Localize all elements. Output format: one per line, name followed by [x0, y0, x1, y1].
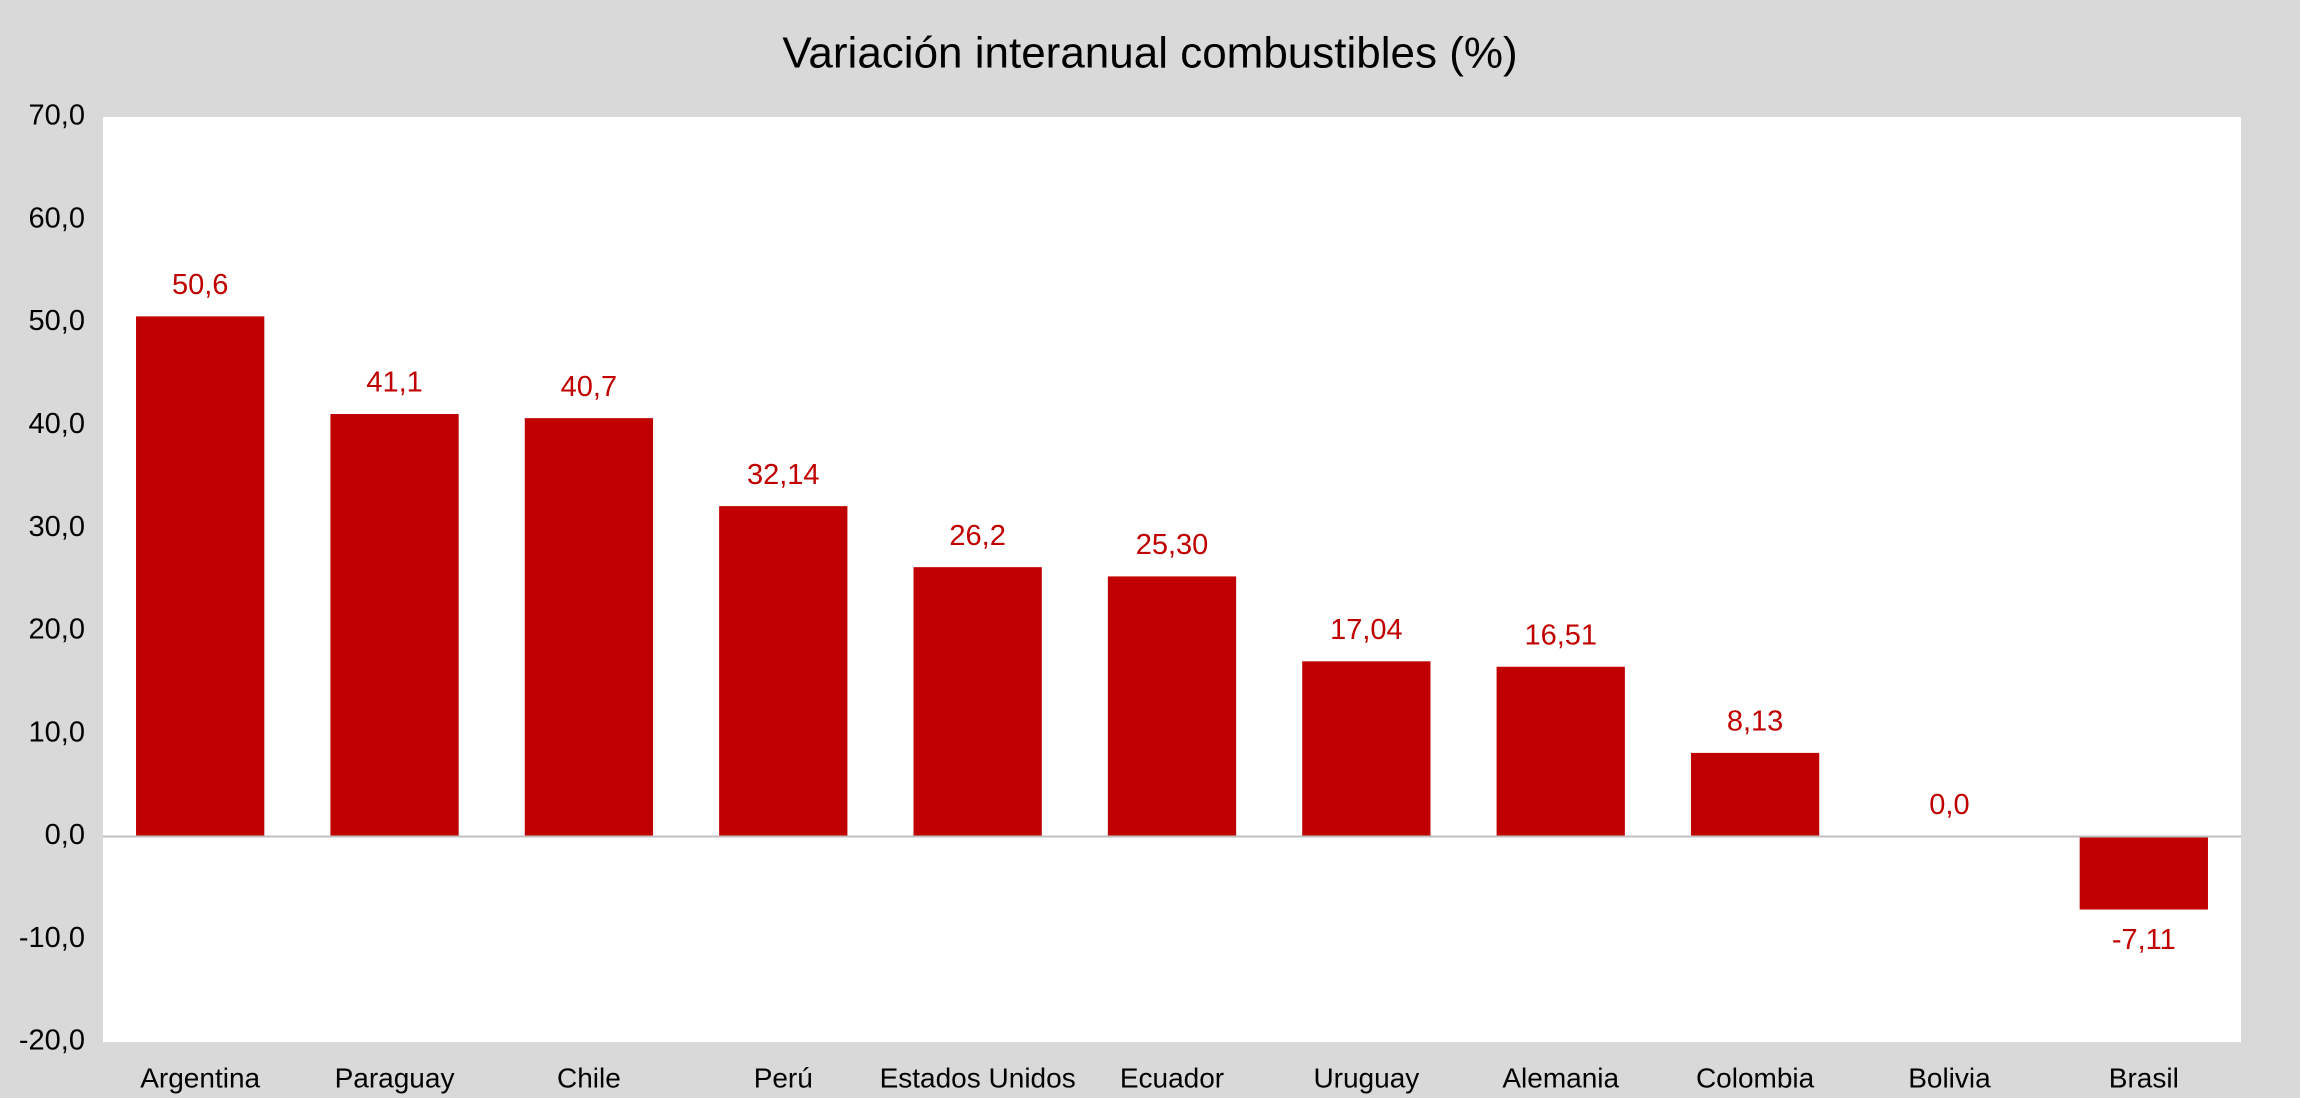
value-label: 0,0 [1929, 789, 1969, 821]
y-tick-label: 40,0 [29, 408, 85, 440]
bar [1107, 576, 1237, 837]
y-tick-label: -10,0 [19, 922, 85, 954]
value-label: 26,2 [949, 520, 1005, 552]
bar [1302, 661, 1431, 837]
y-tick-label: 20,0 [29, 614, 85, 646]
y-tick-label: 30,0 [29, 511, 85, 543]
y-tick-label: 70,0 [29, 100, 85, 132]
bar [1496, 666, 1625, 837]
bar [719, 506, 848, 837]
bar [136, 316, 265, 837]
value-label: 25,30 [1136, 529, 1209, 561]
y-tick-label: 60,0 [29, 202, 85, 234]
y-tick-label: 0,0 [45, 819, 85, 851]
value-label: 40,7 [561, 371, 617, 403]
value-label: 41,1 [366, 367, 422, 399]
bar [2079, 836, 2208, 910]
y-tick-label: -20,0 [19, 1025, 85, 1057]
bar [330, 414, 459, 837]
x-tick-label: Perú [754, 1062, 813, 1093]
y-tick-label: 50,0 [29, 305, 85, 337]
y-tick-label: 10,0 [29, 716, 85, 748]
x-tick-label: Chile [557, 1062, 621, 1093]
chart-title: Variación interanual combustibles (%) [782, 29, 1517, 78]
value-label: 50,6 [172, 269, 228, 301]
x-tick-label: Alemania [1502, 1062, 1619, 1093]
x-tick-label: Ecuador [1120, 1062, 1224, 1093]
value-label: -7,11 [2112, 924, 2176, 956]
x-tick-label: Bolivia [1908, 1062, 1991, 1093]
x-tick-label: Paraguay [335, 1062, 455, 1093]
bar [1690, 752, 1820, 837]
value-label: 8,13 [1727, 706, 1783, 738]
value-label: 17,04 [1330, 614, 1403, 646]
bar [524, 418, 654, 837]
x-tick-label: Estados Unidos [880, 1062, 1076, 1093]
x-tick-label: Brasil [2109, 1062, 2179, 1093]
bar [913, 567, 1042, 837]
x-tick-label: Argentina [140, 1062, 260, 1093]
value-label: 16,51 [1524, 619, 1597, 651]
x-tick-label: Colombia [1696, 1062, 1815, 1093]
value-label: 32,14 [747, 459, 820, 491]
x-tick-label: Uruguay [1313, 1062, 1419, 1093]
